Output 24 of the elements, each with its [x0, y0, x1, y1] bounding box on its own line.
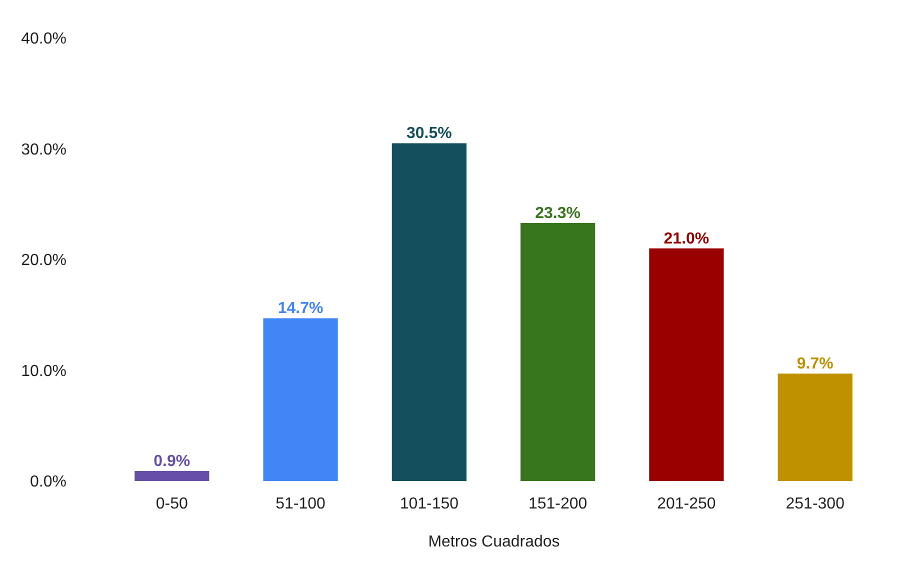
data-label: 23.3%: [535, 204, 581, 222]
x-tick-label: 51-100: [276, 496, 326, 512]
data-label: 0.9%: [154, 453, 190, 470]
y-tick-label: 10.0%: [21, 362, 66, 380]
data-label: 30.5%: [406, 125, 452, 142]
y-tick-label: 0.0%: [30, 474, 66, 490]
x-axis-title: Metros Cuadrados: [428, 534, 560, 550]
y-tick-label: 30.0%: [21, 141, 66, 158]
data-label: 21.0%: [664, 230, 710, 248]
bar: [520, 222, 596, 481]
bar: [392, 143, 466, 481]
x-tick-label: 0-50: [156, 496, 188, 512]
data-label: 9.7%: [796, 356, 834, 373]
bar: [263, 318, 338, 481]
bar: [778, 374, 852, 481]
y-tick-label: 20.0%: [21, 252, 66, 269]
data-label: 14.7%: [278, 300, 324, 318]
x-tick-label: 151-200: [528, 496, 588, 512]
x-tick-label: 101-150: [400, 496, 459, 512]
y-tick-label: 40.0%: [21, 30, 66, 48]
x-tick-label: 251-300: [786, 496, 845, 512]
x-tick-label: 201-250: [657, 496, 716, 512]
bar: [649, 248, 724, 481]
bar: [134, 471, 210, 481]
